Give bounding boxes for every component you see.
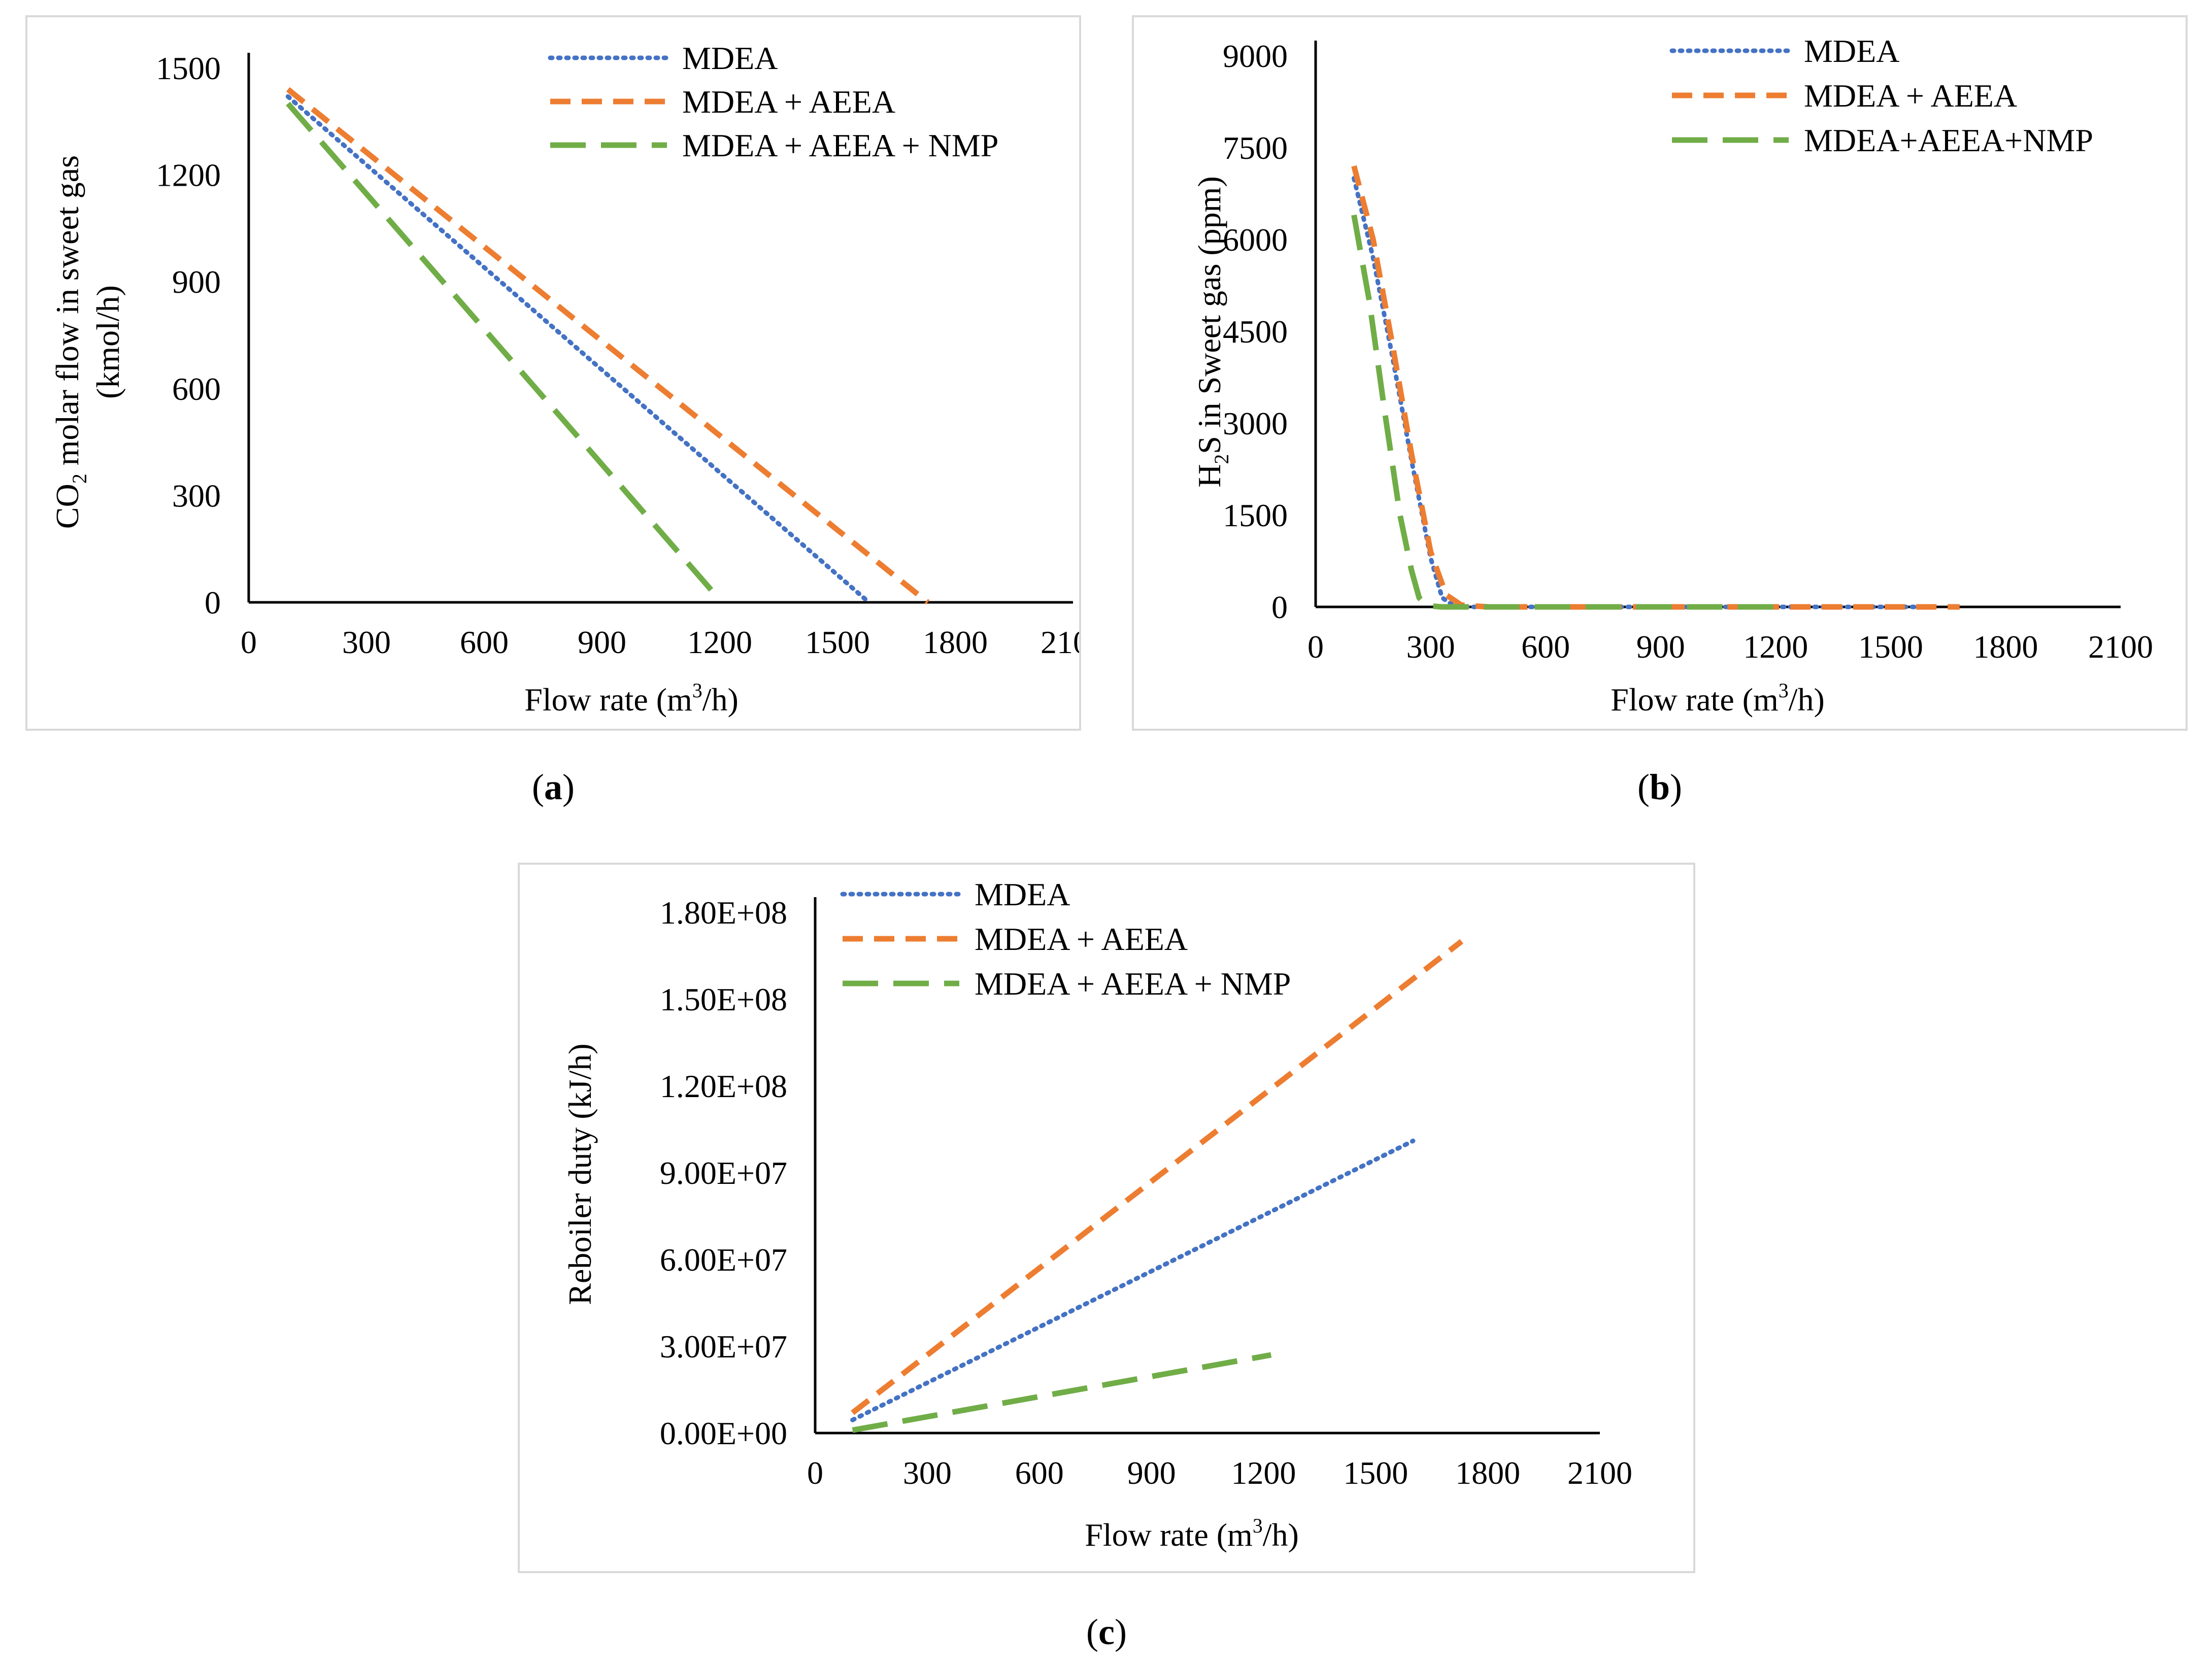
y-tick-label: 900 [172,264,221,300]
x-tick-label: 900 [578,624,626,660]
x-axis-label: Flow rate (m3/h) [1611,679,1825,718]
y-tick-label: 3.00E+07 [660,1329,787,1365]
chart-panel-c: 0 300 600 900 1200 1500 1800 2100 0.00E+00 3.00E+… [518,863,1695,1573]
caption-b: (b) [1637,767,1682,807]
y-tick-label: 1200 [156,157,221,193]
y-tick-label: 9000 [1223,38,1288,74]
x-tick-label: 1800 [1455,1455,1520,1491]
x-tick-label: 2100 [1041,624,1079,660]
legend-label-1: MDEA [975,876,1070,912]
series-line-3 [286,101,718,597]
caption-c: (c) [1086,1612,1127,1652]
x-tick-label: 600 [1521,629,1570,665]
x-tick-label: 300 [1406,629,1455,665]
x-tick-label: 1200 [687,624,752,660]
x-axis-label: Flow rate (m3/h) [1085,1515,1299,1553]
y-tick-label: 600 [172,371,221,407]
x-tick-label: 2100 [1567,1455,1632,1491]
x-tick-label: 1800 [923,624,988,660]
y-axis-label: H2S in Sweet gas (ppm) [1191,176,1233,488]
series-line-2 [851,939,1463,1415]
y-tick-label: 6000 [1223,222,1288,258]
y-tick-label: 4500 [1223,314,1288,350]
y-tick-label: 1.50E+08 [660,981,787,1017]
chart-c-svg: 0 300 600 900 1200 1500 1800 2100 0.00E+00 3.00E+… [562,876,1632,1553]
caption-a: (a) [532,767,575,807]
x-tick-label: 600 [1015,1455,1064,1491]
x-axis-label: Flow rate (m3/h) [524,679,739,718]
y-tick-label: 0 [205,585,221,621]
x-tick-label: 300 [903,1455,952,1491]
y-tick-label: 6.00E+07 [660,1242,787,1278]
x-tick-label: 1500 [1858,629,1923,665]
y-axis-label-line2: (kmol/h) [90,285,126,399]
y-tick-label: 300 [172,478,221,514]
y-tick-label: 1500 [156,50,221,86]
x-tick-label: 1800 [1973,629,2038,665]
series-line-3 [852,1352,1272,1433]
y-tick-label: 0 [1271,589,1288,625]
series-line-1 [1352,176,1931,609]
chart-b-svg: 0 300 600 900 1200 1500 1800 2100 0 1500 3000 4500 6… [1191,33,2153,718]
chart-panel-a: 0 300 600 900 1200 1500 1800 2100 0 300 600 900 1200… [25,15,1105,731]
x-tick-label: 0 [1308,629,1324,665]
legend-label-1: MDEA [1804,33,1899,69]
x-tick-label: 300 [342,624,391,660]
legend-label-2: MDEA + AEEA [1804,78,2017,114]
legend-label-3: MDEA + AEEA + NMP [975,966,1291,1002]
y-axis-label: CO2 molar flow in sweet gas [49,155,91,529]
legend-label-1: MDEA [682,40,778,76]
chart-a-svg: 0 300 600 900 1200 1500 1800 2100 0 300 600 900 1200… [49,40,1105,718]
x-tick-label: 0 [241,624,257,660]
y-tick-label: 1500 [1223,497,1288,533]
y-tick-label: 7500 [1223,130,1288,166]
x-tick-label: 0 [807,1455,823,1491]
x-tick-label: 2100 [2088,629,2153,665]
x-tick-label: 900 [1127,1455,1176,1491]
series-line-2 [286,87,930,605]
y-tick-label: 0.00E+00 [660,1415,787,1451]
y-tick-label: 1.80E+08 [660,895,787,931]
series-line-1 [850,1138,1416,1422]
legend-label-2: MDEA + AEEA [975,921,1188,957]
legend-label-2: MDEA + AEEA [682,84,895,120]
x-tick-label: 600 [460,624,509,660]
x-tick-label: 1500 [805,624,870,660]
x-tick-label: 1200 [1743,629,1808,665]
y-tick-label: 3000 [1223,405,1288,441]
series-line-3 [1351,214,1776,610]
y-axis-label: Reboiler duty (kJ/h) [562,1043,598,1305]
x-tick-label: 1500 [1343,1455,1408,1491]
y-tick-label: 9.00E+07 [660,1155,787,1191]
series-line-2 [1351,165,1960,610]
x-tick-label: 1200 [1231,1455,1296,1491]
y-tick-label: 1.20E+08 [660,1068,787,1104]
chart-panel-b: 0 300 600 900 1200 1500 1800 2100 0 1500 3000 4500 6… [1132,15,2188,731]
legend-label-3: MDEA+AEEA+NMP [1804,122,2093,158]
series-line-1 [285,94,872,605]
x-tick-label: 900 [1636,629,1685,665]
legend-label-3: MDEA + AEEA + NMP [682,127,998,163]
